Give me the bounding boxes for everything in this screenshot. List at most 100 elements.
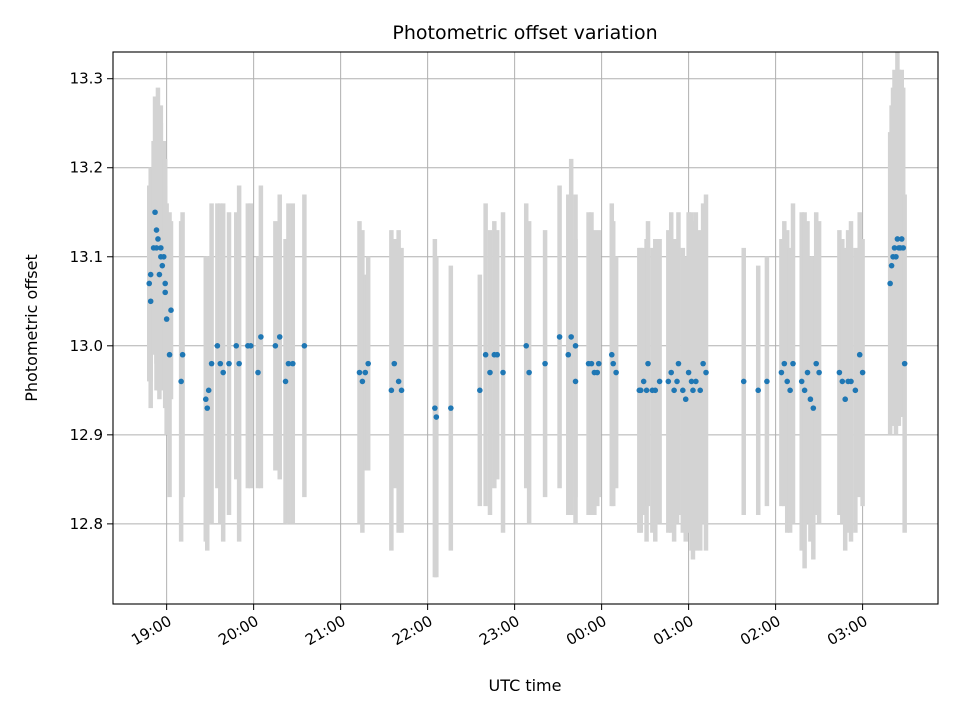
data-point: [836, 369, 843, 376]
y-tick-label: 13.3: [70, 70, 103, 88]
data-point: [356, 369, 363, 376]
x-axis-label: UTC time: [489, 676, 562, 695]
data-point: [848, 378, 854, 385]
data-point: [804, 369, 811, 376]
data-point: [556, 334, 563, 340]
data-point: [839, 378, 846, 385]
data-point: [494, 351, 501, 358]
data-point: [613, 369, 619, 376]
data-point: [258, 334, 264, 340]
data-point: [276, 334, 283, 340]
data-point: [432, 405, 438, 411]
data-point: [901, 360, 908, 367]
data-point: [282, 378, 289, 385]
data-point: [588, 360, 595, 367]
data-point: [153, 227, 160, 233]
data-point: [703, 369, 709, 376]
data-point: [272, 343, 279, 349]
data-point: [645, 360, 651, 367]
data-point: [214, 343, 221, 349]
data-point: [784, 378, 791, 385]
data-point: [156, 271, 163, 278]
data-point: [801, 387, 808, 394]
data-point: [755, 387, 762, 394]
data-point: [680, 387, 686, 394]
data-point: [764, 378, 770, 385]
data-point: [693, 378, 699, 385]
data-point: [652, 387, 659, 394]
data-point: [700, 360, 706, 367]
data-point: [162, 280, 168, 287]
data-point: [594, 369, 601, 376]
data-point: [236, 360, 242, 367]
data-point: [565, 351, 572, 358]
data-point: [842, 396, 849, 403]
data-point: [856, 351, 863, 358]
data-point: [671, 387, 677, 394]
y-tick-label: 13.2: [70, 159, 103, 177]
data-point: [365, 360, 371, 367]
y-axis-label: Photometric offset: [22, 254, 41, 402]
data-point: [610, 360, 617, 367]
y-tick-label: 13.0: [70, 337, 103, 355]
data-point: [217, 360, 224, 367]
data-point: [887, 280, 893, 287]
data-point: [226, 360, 232, 367]
data-point: [595, 360, 602, 367]
data-point: [852, 387, 859, 394]
data-point: [162, 289, 168, 296]
data-point: [433, 414, 440, 420]
data-point: [477, 387, 483, 394]
data-point: [395, 378, 402, 385]
data-point: [158, 245, 164, 251]
data-point: [891, 245, 898, 251]
y-tick-label: 12.9: [70, 426, 103, 444]
y-tick-label: 12.8: [70, 515, 103, 533]
data-point: [146, 280, 153, 287]
data-point: [166, 351, 173, 358]
y-tick-label: 13.1: [70, 248, 103, 266]
data-point: [178, 378, 184, 385]
data-point: [205, 387, 212, 394]
data-point: [787, 387, 793, 394]
data-point: [448, 405, 454, 411]
y-axis-ticks: 12.8 12.9 13.0 13.1 13.2 13.3: [70, 70, 113, 533]
data-point: [542, 360, 548, 367]
data-point: [255, 369, 261, 376]
data-points: [146, 209, 908, 420]
data-point: [202, 396, 209, 403]
data-point: [208, 360, 215, 367]
data-point: [798, 378, 805, 385]
data-point: [888, 262, 895, 269]
chart-title: Photometric offset variation: [392, 22, 657, 44]
data-point: [359, 378, 366, 385]
data-point: [153, 245, 160, 251]
data-point: [391, 360, 398, 367]
data-point: [608, 351, 615, 358]
data-point: [778, 369, 785, 376]
data-point: [740, 378, 747, 385]
data-point: [285, 360, 292, 367]
data-point: [526, 369, 532, 376]
data-point: [656, 378, 663, 385]
data-point: [523, 343, 530, 349]
data-point: [813, 360, 820, 367]
data-point: [301, 343, 308, 349]
data-point: [859, 369, 866, 376]
data-point: [482, 351, 489, 358]
data-point: [487, 369, 493, 376]
data-point: [682, 396, 689, 403]
data-point: [568, 334, 574, 340]
data-point: [674, 378, 680, 385]
data-point: [810, 405, 817, 411]
data-point: [688, 378, 695, 385]
data-point: [807, 396, 814, 403]
data-point: [398, 387, 405, 394]
data-point: [500, 369, 506, 376]
data-point: [233, 343, 240, 349]
data-point: [147, 271, 154, 278]
data-point: [388, 387, 395, 394]
data-point: [204, 405, 211, 411]
data-point: [163, 316, 170, 322]
data-point: [152, 209, 158, 216]
